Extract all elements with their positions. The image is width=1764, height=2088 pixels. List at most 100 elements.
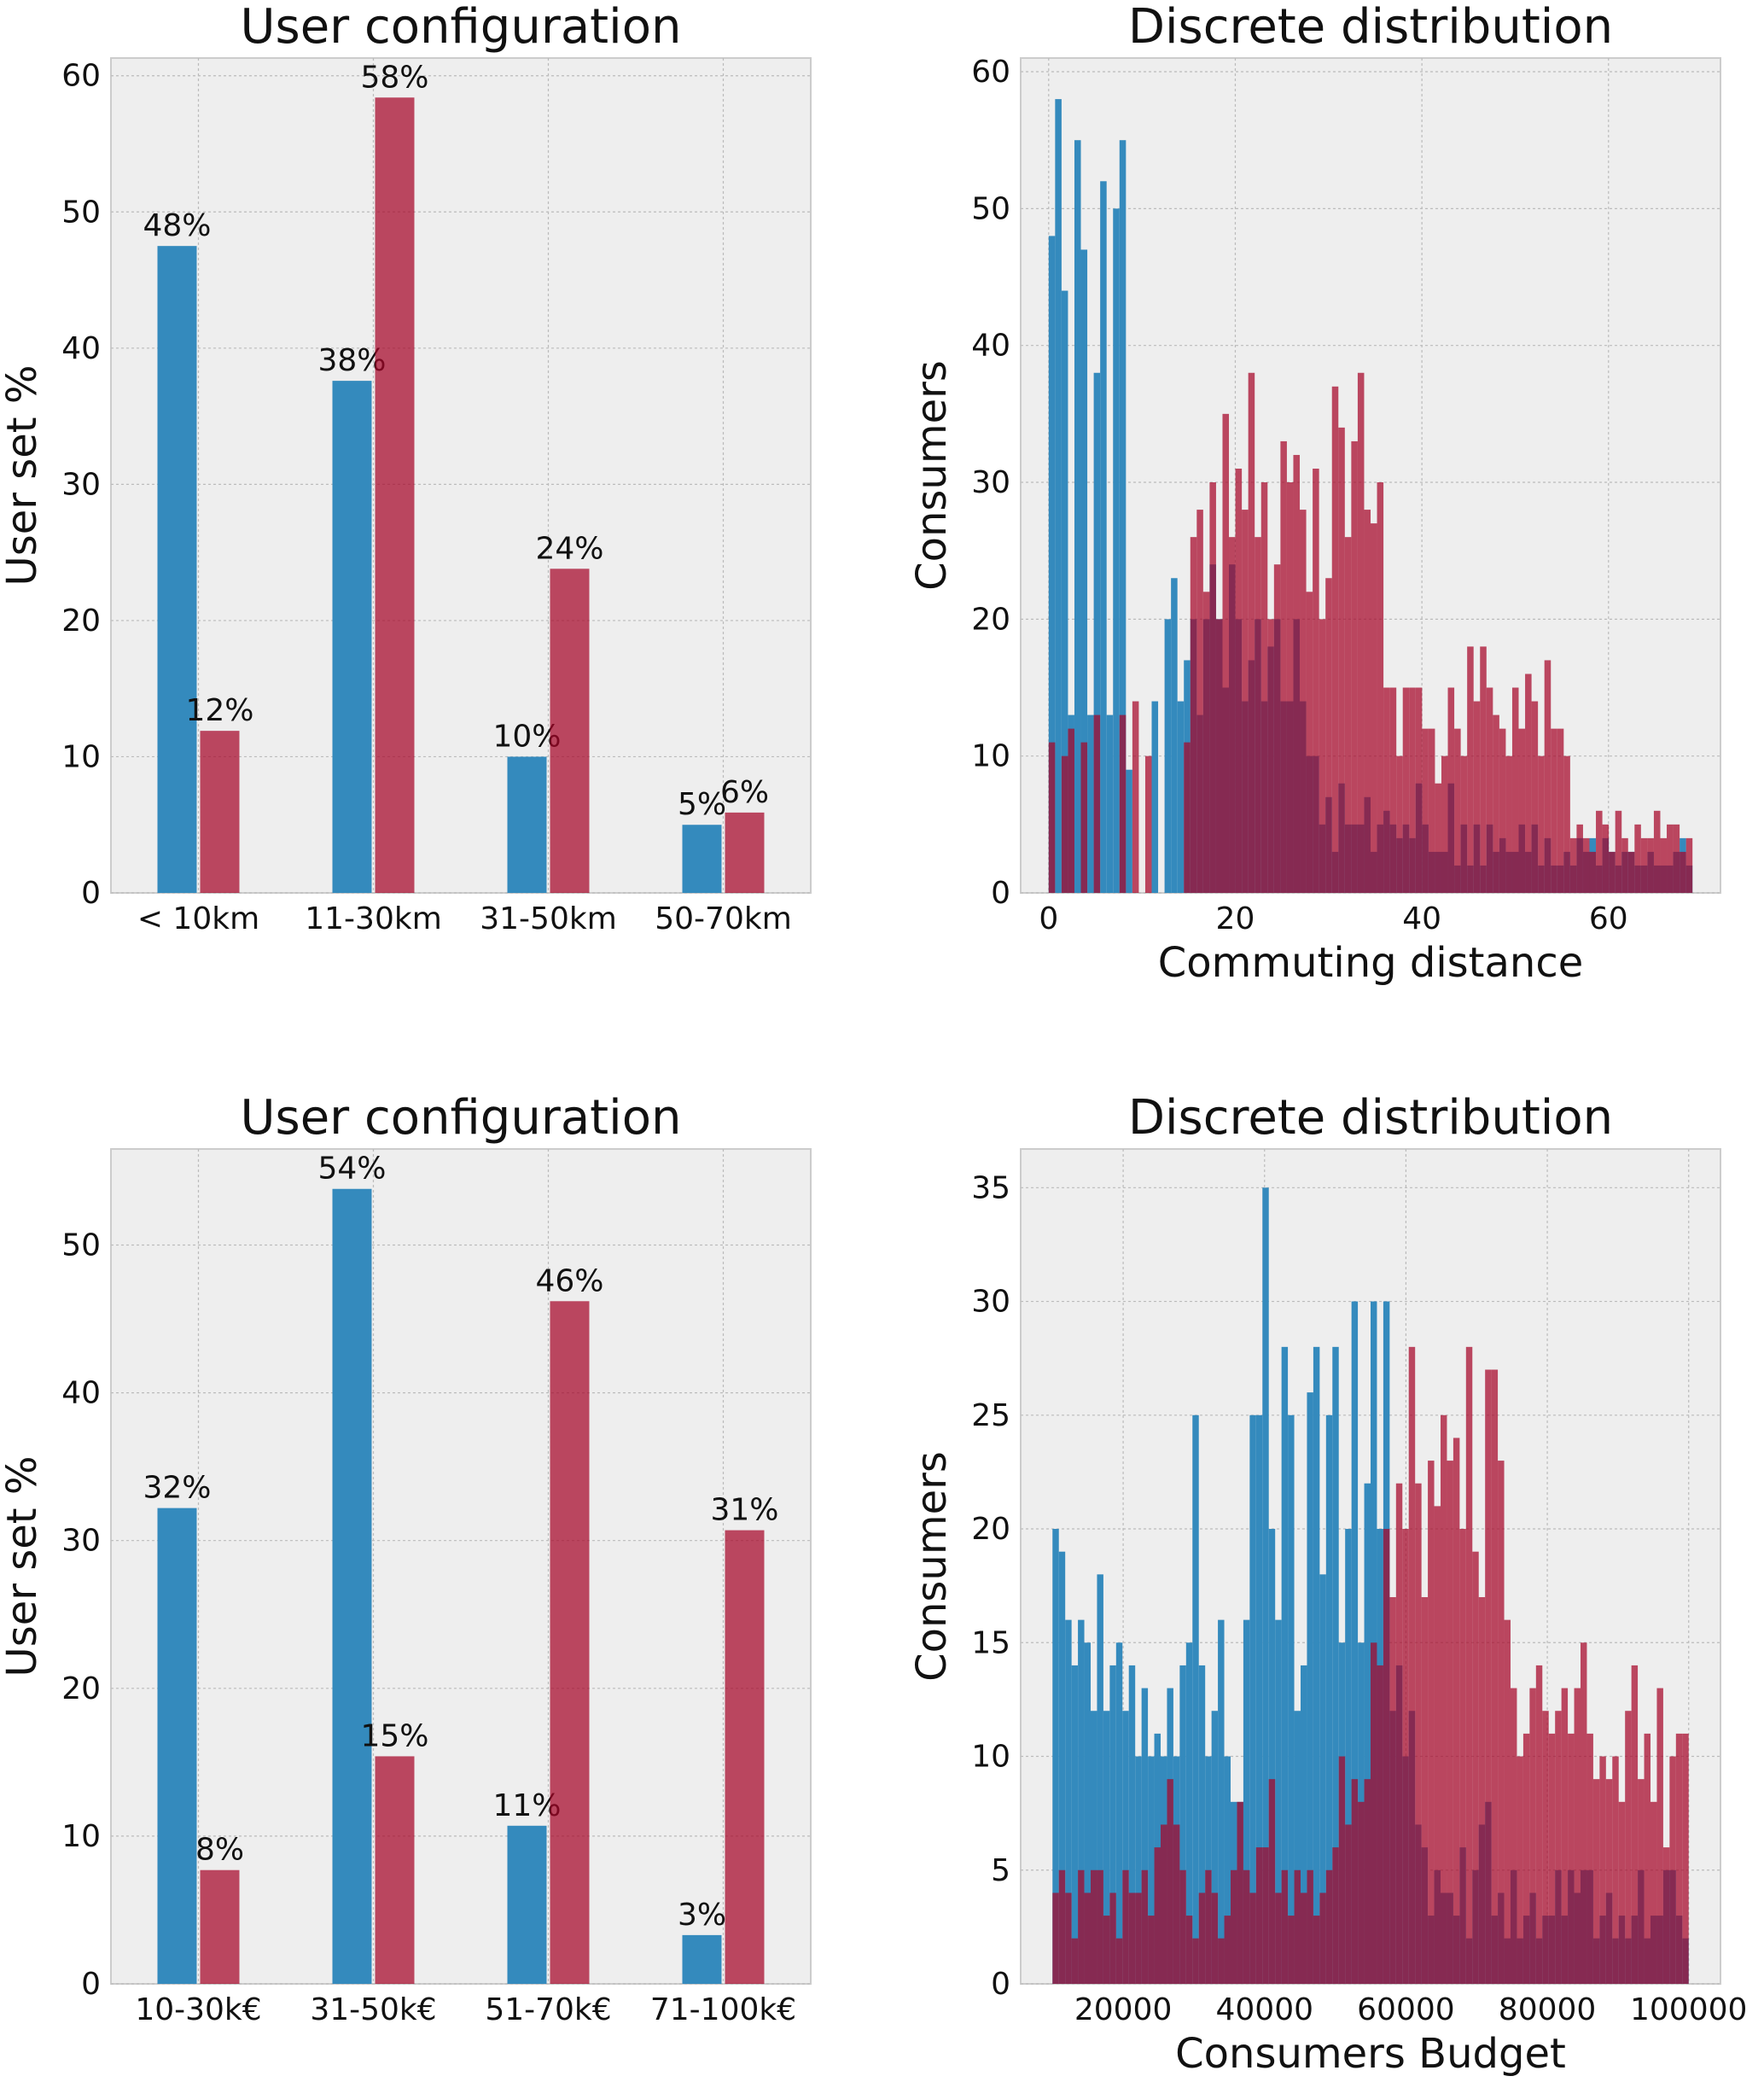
y-tick-label: 20	[971, 602, 1010, 637]
hist-bin-red	[1685, 837, 1693, 893]
hist-bin-red	[1592, 1779, 1600, 1984]
bar-red	[550, 569, 590, 893]
x-tick-label: 40	[1402, 901, 1441, 936]
x-tick-label: 0	[1039, 901, 1058, 936]
hist-bin-blue	[1364, 1483, 1371, 1984]
hist-bin-blue	[1325, 1414, 1333, 1984]
hist-bin-red	[1048, 742, 1056, 893]
y-tick-label: 60	[61, 59, 101, 94]
hist-bin-red	[1248, 372, 1255, 893]
x-tick-label: 100000	[1630, 1992, 1747, 2027]
y-tick-label: 20	[61, 1671, 101, 1706]
hist-bin-blue	[1097, 1574, 1103, 1984]
bar-red	[550, 1301, 590, 1984]
hist-bin-blue	[1071, 1665, 1079, 1984]
histogram-chart: 0 10 20 30 40 50 60 Discrete distribution Consum…	[908, 0, 1721, 987]
hist-bin-red	[1618, 1801, 1626, 1984]
bar-data-label: 46%	[535, 1263, 603, 1298]
y-axis-label: Consumers	[908, 360, 956, 591]
bar-data-label: 58%	[360, 60, 428, 95]
hist-bin-red	[1260, 482, 1268, 893]
hist-bin-red	[1364, 510, 1371, 893]
hist-bin-red	[1650, 1801, 1657, 1984]
y-tick-label: 0	[991, 876, 1010, 911]
bar-data-label: 11%	[492, 1788, 561, 1823]
hist-bin-red	[1511, 1688, 1517, 1984]
hist-bin-red	[1185, 1916, 1193, 1984]
x-tick-label: 20	[1216, 901, 1255, 936]
hist-bin-red	[1097, 1869, 1103, 1984]
hist-bin-red	[1294, 1869, 1301, 1984]
hist-bin-blue	[1126, 769, 1132, 893]
hist-bin-blue	[1058, 1551, 1066, 1984]
hist-bin-red	[1128, 1893, 1136, 1984]
hist-bin-red	[1196, 510, 1203, 893]
bar-data-label: 38%	[317, 343, 386, 378]
hist-bin-red	[1498, 1461, 1505, 1984]
hist-bin-red	[1332, 1847, 1339, 1984]
hist-bin-red	[1459, 1529, 1466, 1984]
hist-bin-red	[1202, 592, 1210, 893]
hist-bin-blue	[1119, 140, 1127, 893]
bar-data-label: 31%	[710, 1493, 778, 1528]
hist-bin-red	[1409, 687, 1416, 893]
hist-bin-blue	[1141, 1688, 1149, 1984]
hist-bin-blue	[1080, 249, 1088, 894]
hist-bin-red	[1396, 755, 1403, 893]
hist-bin-red	[1538, 755, 1545, 893]
bar-data-label: 6%	[720, 775, 769, 810]
hist-bin-blue	[1255, 1414, 1263, 1984]
hist-bin-blue	[1332, 1346, 1339, 1984]
hist-bin-blue	[1351, 1301, 1359, 1984]
hist-bin-blue	[1345, 1529, 1352, 1984]
y-tick-label: 20	[61, 604, 101, 639]
hist-bin-blue	[1262, 1187, 1269, 1984]
hist-bin-blue	[1198, 1665, 1206, 1984]
hist-bin-blue	[1093, 372, 1101, 893]
hist-bin-blue	[1171, 578, 1178, 893]
hist-bin-red	[1313, 1916, 1320, 1984]
x-tick-label: 31-50km	[480, 901, 617, 936]
hist-bin-red	[1383, 1529, 1390, 1984]
hist-bin-blue	[1074, 140, 1081, 893]
hist-bin-red	[1535, 1665, 1543, 1984]
hist-bin-red	[1345, 1824, 1352, 1984]
hist-bin-red	[1531, 701, 1539, 893]
hist-bin-red	[1306, 592, 1313, 893]
hist-bin-red	[1300, 510, 1307, 893]
hist-bin-blue	[1055, 99, 1062, 893]
chart-title: Discrete distribution	[1128, 0, 1613, 55]
bar-data-label: 24%	[535, 531, 603, 566]
hist-bin-red	[1205, 1869, 1212, 1984]
hist-bin-red	[1255, 1847, 1263, 1984]
hist-bin-red	[1561, 1688, 1569, 1984]
hist-bin-red	[1242, 510, 1249, 893]
hist-bin-red	[1179, 1869, 1186, 1984]
y-tick-label: 40	[61, 1376, 101, 1411]
hist-bin-red	[1569, 837, 1577, 893]
hist-bin-blue	[1177, 701, 1185, 893]
hist-bin-red	[1472, 1551, 1479, 1984]
hist-bin-red	[1602, 824, 1610, 893]
hist-bin-red	[1078, 1869, 1085, 1984]
bar-blue	[332, 1188, 372, 1984]
hist-bin-red	[1518, 728, 1526, 893]
hist-bin-red	[1499, 728, 1506, 893]
hist-bin-blue	[1048, 236, 1056, 893]
hist-bin-red	[1371, 523, 1377, 893]
hist-bin-red	[1235, 468, 1243, 893]
hist-bin-red	[1441, 755, 1448, 893]
hist-bin-blue	[1243, 1619, 1250, 1984]
x-tick-label: 60	[1589, 901, 1628, 936]
hist-bin-blue	[1135, 1756, 1142, 1984]
hist-bin-red	[1615, 810, 1622, 893]
hist-bin-red	[1511, 687, 1519, 893]
y-tick-label: 50	[61, 195, 101, 230]
hist-bin-blue	[1307, 1392, 1313, 1984]
hist-bin-red	[1415, 687, 1423, 893]
y-tick-label: 50	[61, 1228, 101, 1263]
hist-bin-red	[1542, 1711, 1549, 1984]
x-tick-label: 51-70k€	[485, 1992, 611, 2027]
y-tick-label: 30	[971, 1285, 1010, 1320]
hist-bin-red	[1338, 427, 1345, 893]
